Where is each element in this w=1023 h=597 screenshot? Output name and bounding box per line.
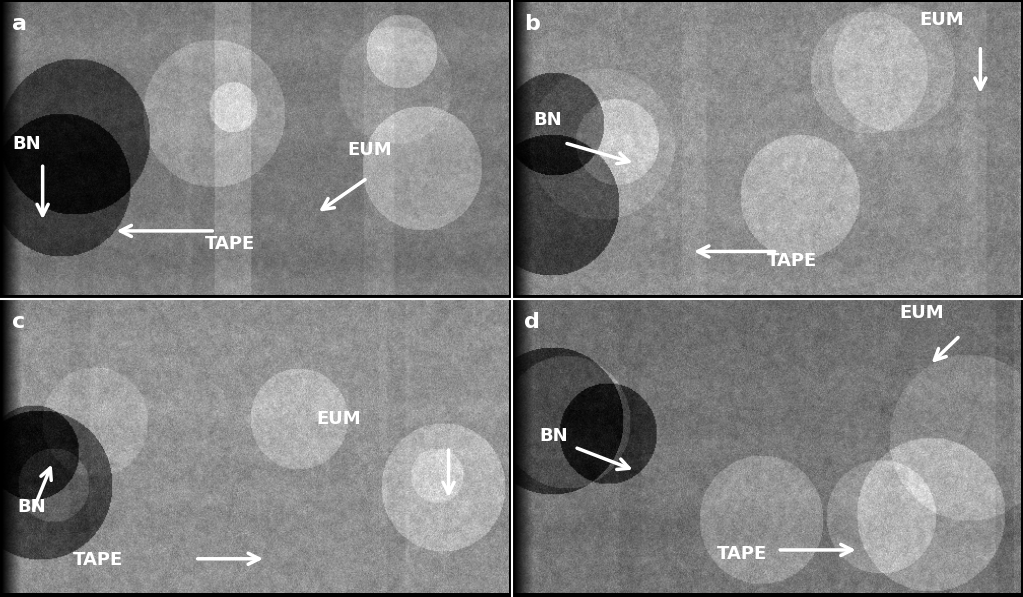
- Text: b: b: [524, 14, 539, 33]
- Text: EUM: EUM: [317, 410, 361, 427]
- Text: EUM: EUM: [920, 11, 964, 29]
- Text: TAPE: TAPE: [73, 550, 124, 569]
- Text: EUM: EUM: [347, 140, 392, 159]
- Text: TAPE: TAPE: [716, 545, 767, 563]
- Text: TAPE: TAPE: [205, 235, 256, 253]
- Text: BN: BN: [12, 135, 41, 153]
- Text: BN: BN: [534, 111, 563, 129]
- Text: EUM: EUM: [899, 304, 944, 322]
- Text: c: c: [12, 312, 26, 332]
- Text: a: a: [12, 14, 28, 33]
- Text: TAPE: TAPE: [767, 252, 817, 270]
- Text: BN: BN: [17, 498, 46, 516]
- Text: BN: BN: [539, 427, 568, 445]
- Text: d: d: [524, 312, 539, 332]
